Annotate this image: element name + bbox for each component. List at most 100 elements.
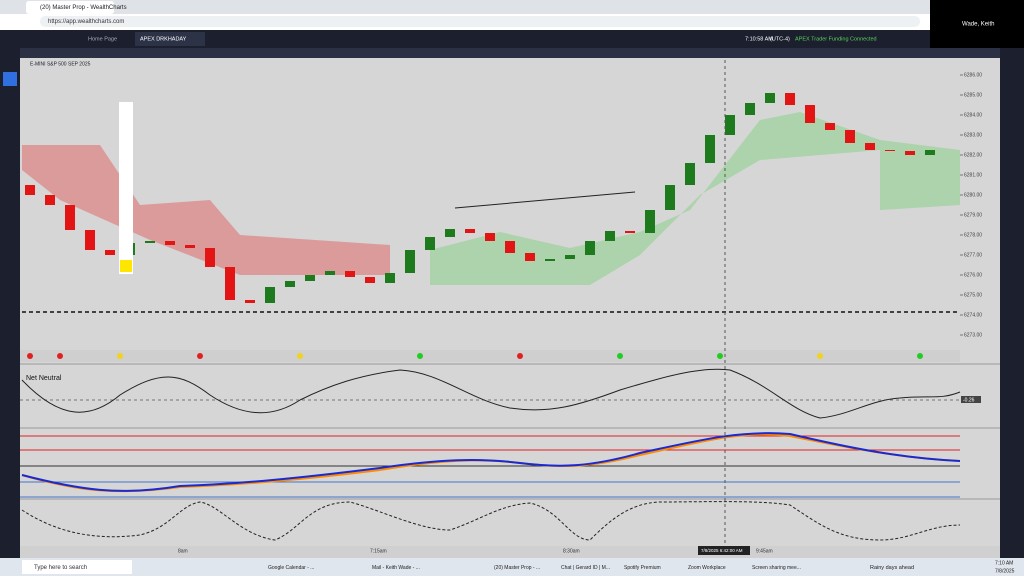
- app-bar: [0, 30, 930, 48]
- candle: [105, 250, 115, 255]
- candle: [85, 230, 95, 250]
- candle: [905, 151, 915, 155]
- candle: [185, 245, 195, 248]
- price-label: 6274.00: [964, 312, 982, 318]
- dot: [27, 353, 33, 359]
- browser-tab[interactable]: [26, 1, 114, 14]
- right-strip: [1000, 48, 1024, 558]
- candle: [545, 259, 555, 261]
- time-label: 7/8/2025 6:42:00 AM: [701, 548, 743, 553]
- candle: [285, 281, 295, 287]
- price-label: 6283.00: [964, 132, 982, 138]
- tray-date: 7/8/2025: [995, 568, 1015, 574]
- timezone: (UTC-4): [770, 36, 790, 42]
- price-label: 6284.00: [964, 112, 982, 118]
- trend-line: [454, 191, 636, 209]
- candle: [665, 185, 675, 210]
- left-toolbar: [0, 48, 20, 558]
- drawing-toolbar: [119, 102, 133, 274]
- candle: [145, 241, 155, 243]
- candle: [705, 135, 715, 163]
- taskbar: [0, 558, 1024, 576]
- candle: [445, 229, 455, 237]
- price-label: 6275.00: [964, 292, 982, 298]
- candle: [245, 300, 255, 303]
- price-label: 6277.00: [964, 252, 982, 258]
- candle: [205, 248, 215, 267]
- user-tile: [930, 0, 1024, 48]
- value-box: [961, 396, 981, 403]
- signal-dots: [27, 353, 923, 359]
- time-label: 8:30am: [563, 548, 580, 554]
- time-axis: [20, 546, 1000, 558]
- candle: [165, 241, 175, 245]
- add-button[interactable]: [3, 72, 17, 86]
- symbol: E-MINI S&P 500 SEP 2025: [30, 61, 91, 67]
- status: Connected: [850, 36, 877, 42]
- dot: [197, 353, 203, 359]
- candle: [685, 163, 695, 185]
- candle: [305, 275, 315, 281]
- active-tab[interactable]: [135, 32, 205, 46]
- candle: [405, 250, 415, 273]
- candle: [805, 105, 815, 123]
- price-label: 6285.00: [964, 92, 982, 98]
- candle: [365, 277, 375, 283]
- dot: [117, 353, 123, 359]
- candle: [765, 93, 775, 103]
- candle: [425, 237, 435, 250]
- task-item[interactable]: Google Calendar - ...: [268, 565, 314, 571]
- candle: [45, 195, 55, 205]
- dot: [617, 353, 623, 359]
- search-text: Type here to search: [34, 565, 87, 571]
- price-label: 6280.00: [964, 192, 982, 198]
- time-label: 7:15am: [370, 548, 387, 554]
- candle: [845, 130, 855, 143]
- candle: [585, 241, 595, 255]
- green-cloud: [430, 112, 960, 285]
- time-cursor: [698, 546, 750, 555]
- app-tab[interactable]: Home Page: [88, 36, 117, 42]
- price-label: 6278.00: [964, 232, 982, 238]
- dot: [57, 353, 63, 359]
- price-label: 6279.00: [964, 212, 982, 218]
- candle: [865, 143, 875, 150]
- fast-line: [21, 432, 961, 492]
- candle: [565, 255, 575, 259]
- task-item[interactable]: (20) Master Prop - ...: [494, 565, 540, 571]
- candle: [745, 103, 755, 115]
- tab-title: (20) Master Prop - WealthCharts: [40, 5, 127, 11]
- color-swatch[interactable]: [120, 260, 132, 272]
- price-label: 6276.00: [964, 272, 982, 278]
- candle: [825, 123, 835, 130]
- candle: [225, 267, 235, 300]
- app-tab[interactable]: APEX DRKHADAY: [140, 36, 187, 42]
- candle: [625, 231, 635, 233]
- candle: [265, 287, 275, 303]
- task-item[interactable]: Mail - Keith Wade - ...: [372, 565, 420, 571]
- candle: [885, 150, 895, 151]
- candle: [345, 271, 355, 277]
- candle: [605, 231, 615, 241]
- address-bar[interactable]: [40, 16, 920, 27]
- search-box[interactable]: [22, 560, 132, 574]
- dot: [917, 353, 923, 359]
- price-label: 6273.00: [964, 332, 982, 338]
- task-item[interactable]: Chat | Gerard ID | M...: [561, 565, 610, 571]
- price-label: 6286.00: [964, 72, 982, 78]
- task-item[interactable]: Spotify Premium: [624, 565, 661, 571]
- dot: [417, 353, 423, 359]
- task-item[interactable]: Screen sharing mee...: [752, 565, 801, 571]
- time-label: 9:45am: [756, 548, 773, 554]
- candle: [385, 273, 395, 283]
- candle: [925, 150, 935, 155]
- task-item[interactable]: Zoom Workplace: [688, 565, 726, 571]
- account: APEX Trader Funding: [795, 36, 849, 42]
- candle: [785, 93, 795, 105]
- dot: [717, 353, 723, 359]
- cycle-line: [21, 501, 961, 541]
- clock: 7:10:58 AM: [745, 36, 773, 42]
- url: https://app.wealthcharts.com: [48, 19, 124, 25]
- candle: [485, 233, 495, 241]
